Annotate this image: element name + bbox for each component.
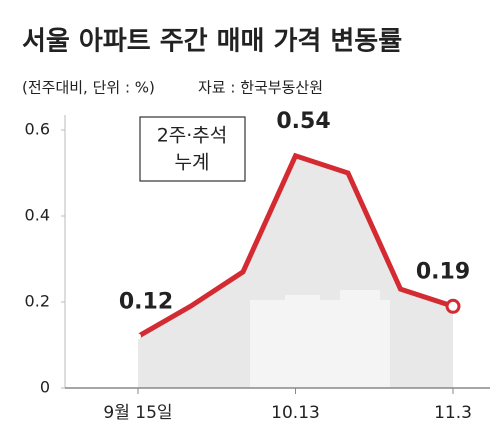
- data-label: 0.54: [276, 109, 330, 134]
- chart-title: 서울 아파트 주간 매매 가격 변동률: [22, 27, 402, 57]
- source: 자료 : 한국부동산원: [198, 79, 323, 97]
- marker: [445, 298, 461, 314]
- data-label: 0.19: [416, 259, 470, 284]
- x-tick-label: 9월 15일: [103, 403, 172, 423]
- annotation-text: 2주·추석: [157, 125, 228, 147]
- line: [136, 152, 454, 339]
- marker: [135, 333, 141, 340]
- x-tick-label: 10.13: [271, 403, 320, 423]
- annotation-text: 누계: [175, 152, 210, 174]
- decoration: [250, 290, 390, 388]
- y-tick-label: 0.4: [25, 206, 50, 225]
- annotation-box: [139, 116, 246, 182]
- data-label: 0.12: [119, 289, 173, 314]
- y-tick-label: 0.6: [25, 120, 50, 139]
- x-tick-label: 11.3: [434, 403, 472, 423]
- subtitle: (전주대비, 단위 : %): [22, 79, 155, 97]
- y-tick-label: 0: [40, 378, 50, 397]
- y-tick-label: 0.2: [25, 292, 50, 311]
